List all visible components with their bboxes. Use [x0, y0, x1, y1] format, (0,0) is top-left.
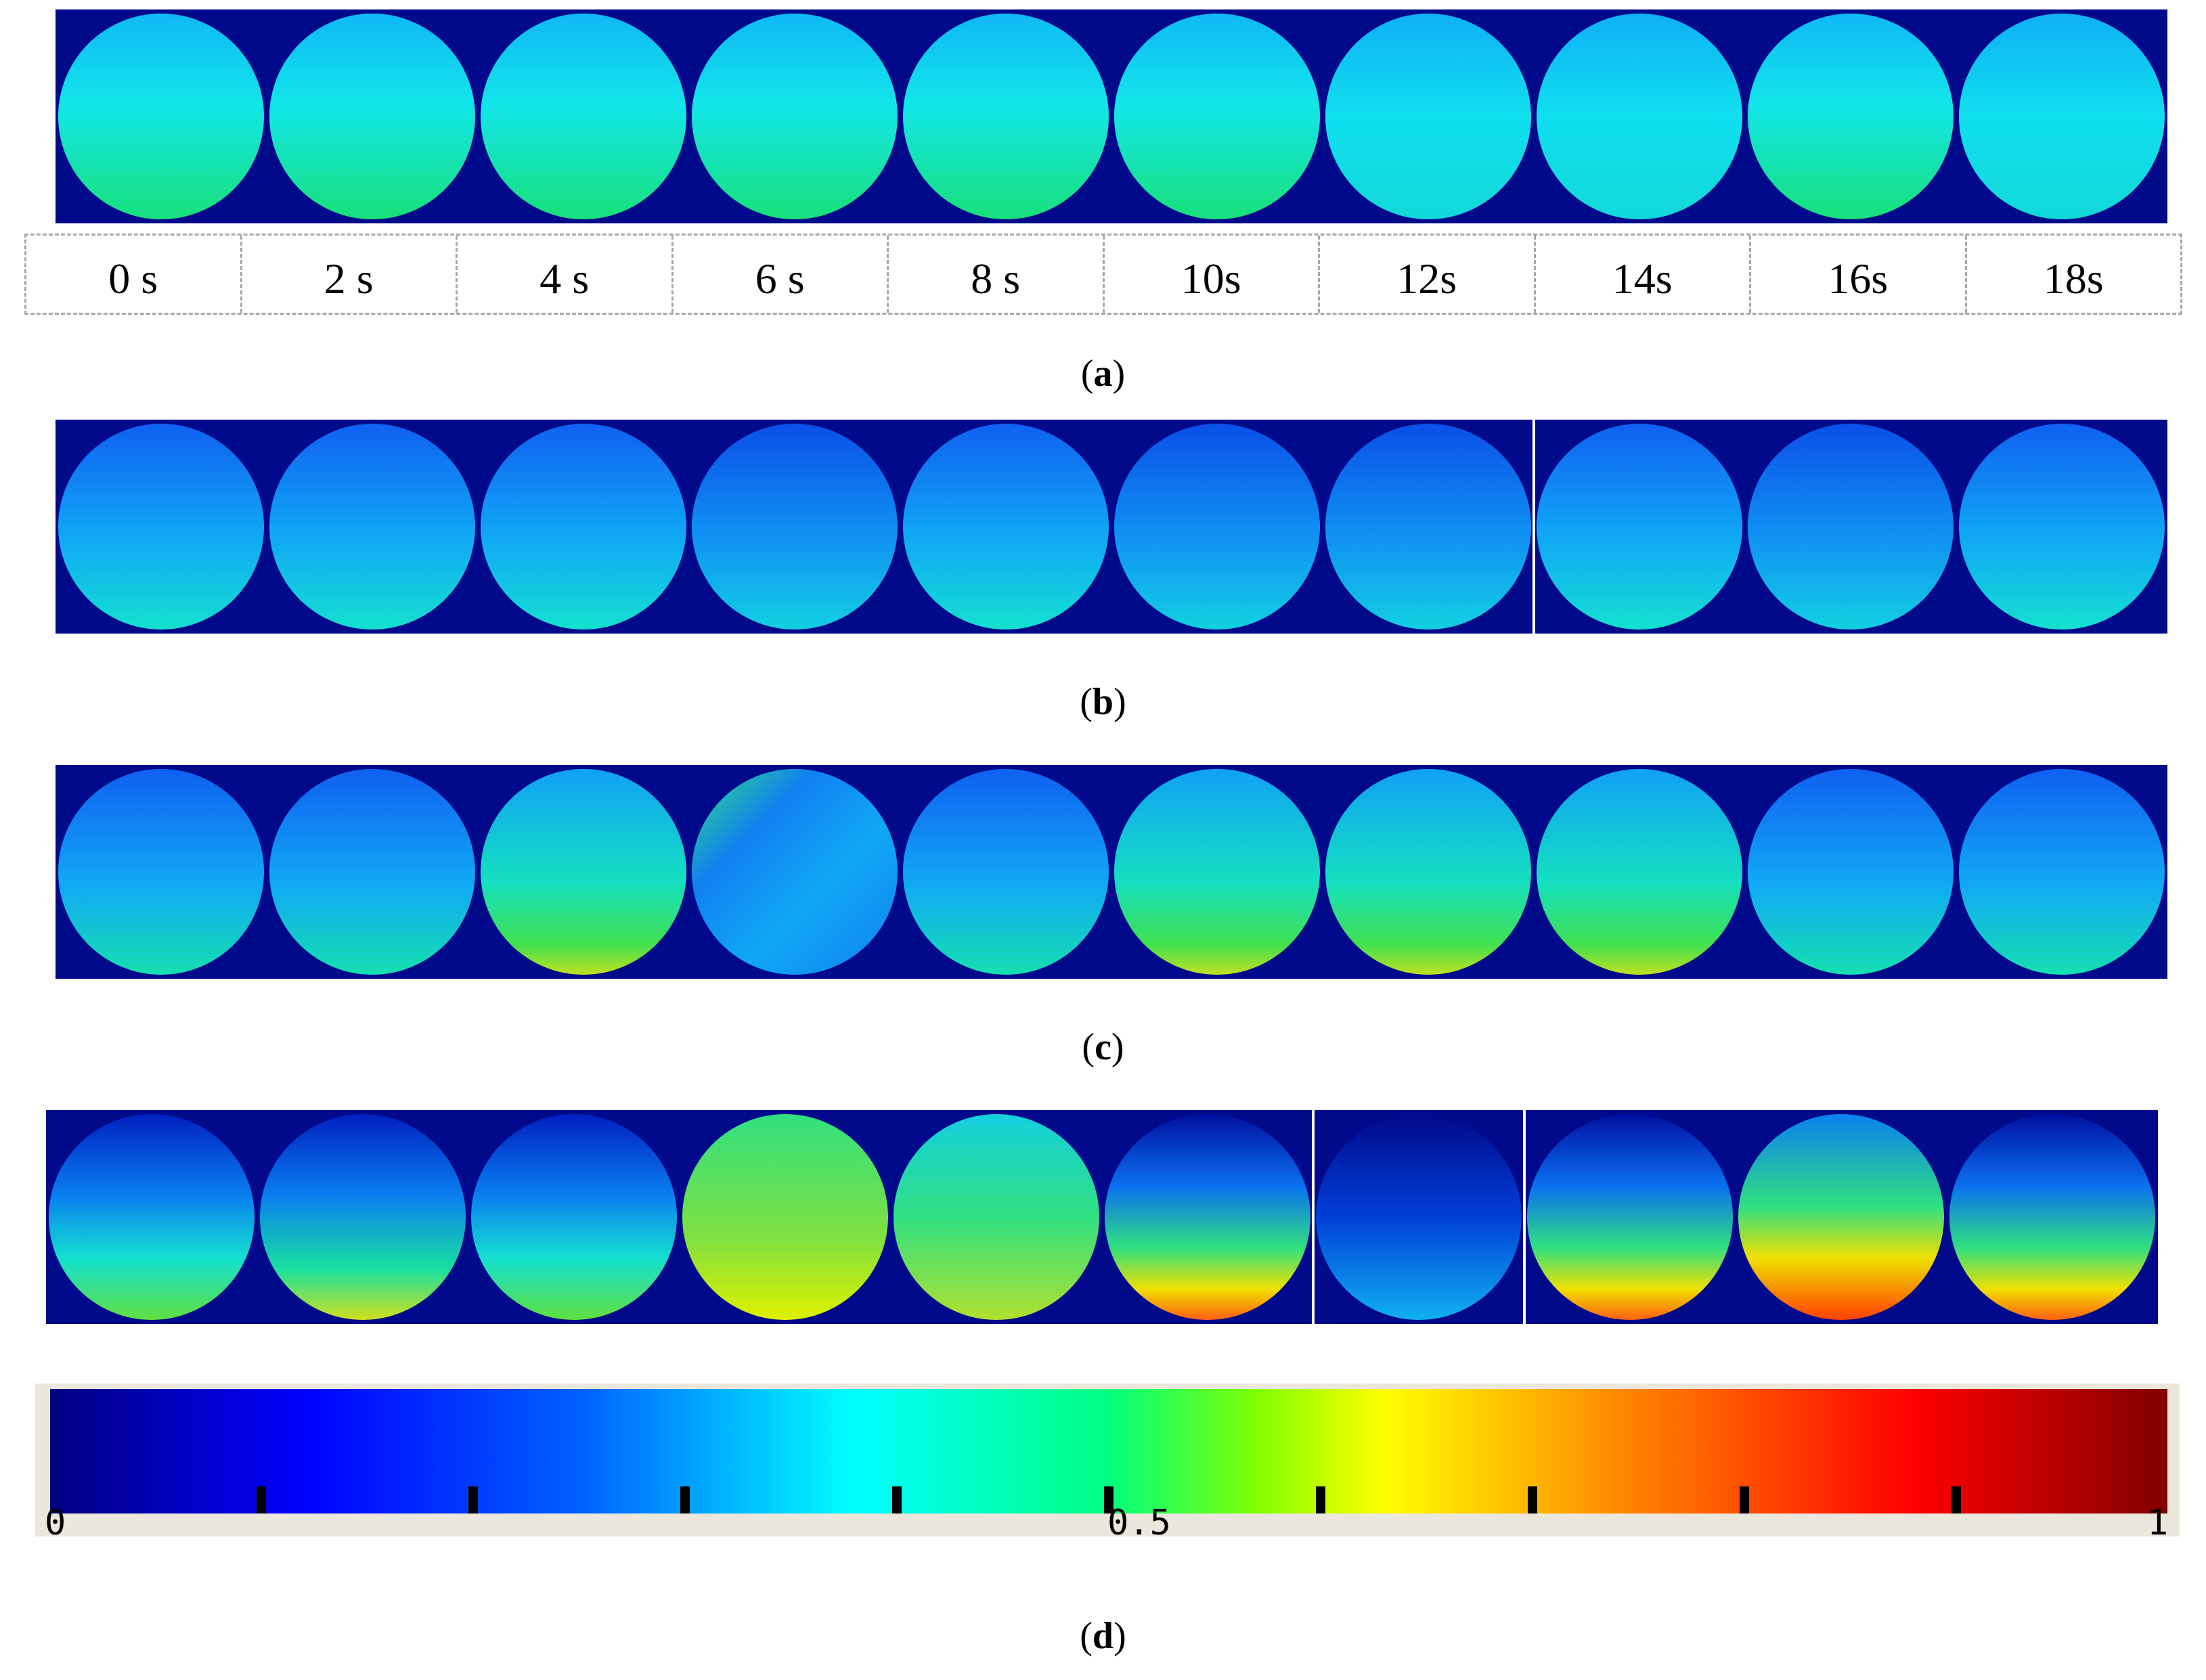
panel-d-frame-0: [49, 1114, 255, 1320]
panel-b-frame-7: [1537, 424, 1742, 629]
panel-c-frame-1: [269, 769, 475, 975]
panel-d-frame-7: [1527, 1114, 1733, 1320]
panel-c-frame-3: [692, 769, 898, 975]
time-label-1: 2 s: [240, 236, 456, 313]
time-label-6: 12s: [1318, 236, 1534, 313]
colorbar-min-label: 0: [45, 1503, 66, 1543]
panel-b-frame-1: [269, 424, 475, 629]
panel-d-frame-3: [682, 1114, 888, 1320]
time-label-8: 16s: [1749, 236, 1965, 313]
panel-b-frame-4: [903, 424, 1109, 629]
time-label-9: 18s: [1964, 236, 2181, 313]
panel-c-frame-7: [1537, 769, 1742, 975]
colorbar: 0 0.5 1: [35, 1384, 2180, 1543]
panel-c-frame-6: [1325, 769, 1531, 975]
panel-c-frame-0: [58, 769, 264, 975]
panel-a-frame-8: [1748, 14, 1954, 219]
panel-d-frame-9: [1949, 1114, 2155, 1320]
time-label-7: 14s: [1533, 236, 1750, 313]
panel-a-frame-6: [1325, 14, 1531, 219]
colorbar-tick: [1528, 1486, 1537, 1513]
panel-d-frames: [49, 1110, 2155, 1324]
panel-a-frames: [58, 14, 2165, 219]
colorbar-max-label: 1: [2147, 1503, 2169, 1543]
time-label-2: 4 s: [456, 236, 671, 313]
panel-d-frame-6: [1316, 1114, 1522, 1320]
colorbar-tick: [1740, 1486, 1749, 1513]
panel-a-frame-5: [1114, 14, 1320, 219]
caption-a: (a): [1080, 353, 1126, 395]
time-label-0: 0 s: [108, 255, 158, 303]
panel-b-frame-2: [481, 424, 686, 629]
panel-b-frame-3: [692, 424, 898, 629]
colorbar-mid-label: 0.5: [1107, 1503, 1171, 1543]
panel-d-image-strip: [46, 1110, 2158, 1324]
panel-a-frame-1: [269, 14, 475, 219]
time-label-4: 8 s: [887, 236, 1103, 313]
caption-d: (d): [1080, 1615, 1126, 1657]
panel-a-frame-9: [1959, 14, 2165, 219]
panel-b-frame-6: [1325, 424, 1531, 629]
panel-c-frame-4: [903, 769, 1109, 975]
panel-a-frame-7: [1537, 14, 1742, 219]
panel-d-frame-2: [471, 1114, 677, 1320]
colorbar-tick: [468, 1486, 478, 1513]
panel-a-image-strip: [56, 9, 2167, 223]
panel-b-frame-5: [1114, 424, 1320, 629]
panel-a-frame-4: [903, 14, 1109, 219]
panel-c-frame-5: [1114, 769, 1320, 975]
panel-b-frames: [58, 420, 2165, 634]
panel-c-image-strip: [56, 765, 2167, 979]
panel-b-frame-0: [58, 424, 264, 629]
panel-d-frame-1: [260, 1114, 466, 1320]
colorbar-tick: [1951, 1486, 1961, 1513]
colorbar-gradient: [50, 1389, 2167, 1513]
colorbar-tick: [892, 1486, 902, 1513]
colorbar-tick: [1104, 1486, 1113, 1513]
panel-a-frame-0: [58, 14, 264, 219]
colorbar-tick: [1316, 1486, 1325, 1513]
colorbar-tick: [680, 1486, 690, 1513]
panel-c-frame-8: [1748, 769, 1954, 975]
panel-d-frame-4: [894, 1114, 1099, 1320]
panel-c-frame-9: [1959, 769, 2165, 975]
panel-b-frame-8: [1748, 424, 1954, 629]
panel-d-frame-5: [1105, 1114, 1310, 1320]
panel-c-frames: [58, 769, 2165, 975]
panel-b-image-strip: [56, 420, 2167, 634]
caption-c: (c): [1082, 1026, 1124, 1068]
caption-b: (b): [1080, 681, 1126, 723]
panel-a-frame-3: [692, 14, 898, 219]
panel-a-frame-2: [481, 14, 686, 219]
panel-b-frame-9: [1959, 424, 2165, 629]
time-label-3: 6 s: [671, 236, 887, 313]
panel-c-frame-2: [481, 769, 686, 975]
time-label-5: 10s: [1102, 236, 1319, 313]
time-label-row: 0 s 2 s 4 s 6 s 8 s 10s 12s 14s 16s 18s: [24, 234, 2182, 315]
panel-d-frame-8: [1738, 1114, 1944, 1320]
colorbar-tick: [257, 1486, 266, 1513]
